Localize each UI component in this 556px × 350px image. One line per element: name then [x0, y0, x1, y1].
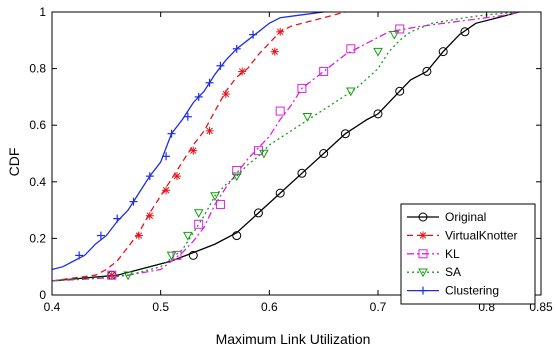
data-point-kl-8 [319, 66, 329, 76]
data-point-clustering-4 [145, 172, 154, 181]
legend-marker [418, 268, 428, 278]
plot-layer [51, 11, 520, 282]
data-point-virtualknotter-2 [145, 211, 154, 220]
data-point-sa-3 [193, 209, 204, 218]
data-point-original-6 [319, 149, 329, 158]
x-tick-label: 0.6 [261, 300, 278, 314]
legend-item-original: Original [407, 210, 486, 224]
series-line-sa [51, 11, 520, 282]
data-point-kl-7 [297, 83, 307, 93]
data-point-sa-7 [302, 113, 313, 122]
series-clustering [51, 11, 324, 271]
legend-item-virtualknotter: VirtualKnotter [407, 228, 518, 242]
data-point-sa-5 [231, 172, 242, 182]
y-tick-label: 0.6 [29, 118, 46, 132]
legend-label: Clustering [445, 284, 499, 298]
legend-item-clustering: Clustering [407, 284, 499, 298]
data-point-virtualknotter-9 [270, 47, 279, 56]
y-axis-label: CDF [6, 148, 22, 177]
data-point-original-7 [340, 129, 350, 139]
data-point-kl-1 [172, 250, 182, 260]
legend-label: KL [445, 247, 460, 261]
data-point-virtualknotter-10 [276, 27, 285, 36]
data-point-original-9 [395, 86, 405, 96]
data-point-original-8 [373, 109, 383, 119]
data-point-kl-4 [232, 165, 242, 175]
legend-marker [419, 231, 427, 240]
legend: Original VirtualKnotter KL SA Clustering [400, 203, 536, 305]
data-point-kl-0 [107, 270, 117, 280]
x-tick-label: 0.4 [44, 300, 61, 314]
data-point-clustering-10 [216, 61, 225, 70]
y-tick-label: 0.2 [29, 231, 46, 245]
series-line-virtualknotter [51, 11, 346, 282]
data-point-clustering-11 [232, 44, 241, 53]
y-tick-label: 0.4 [29, 175, 46, 189]
data-point-original-3 [253, 208, 263, 218]
y-tick-label: 1 [39, 5, 46, 19]
data-point-original-5 [297, 168, 307, 178]
legend-label: Original [445, 210, 486, 224]
legend-marker [418, 249, 428, 259]
data-point-sa-0 [123, 271, 133, 281]
series-line-kl [51, 11, 520, 282]
data-point-kl-3 [215, 199, 225, 209]
series-sa [51, 11, 520, 282]
legend-item-kl: KL [407, 247, 460, 261]
data-point-clustering-12 [249, 30, 258, 39]
data-point-virtualknotter-0 [107, 271, 116, 280]
data-point-virtualknotter-5 [189, 146, 198, 155]
data-point-clustering-2 [113, 214, 122, 223]
data-point-sa-9 [373, 47, 383, 57]
data-point-sa-4 [210, 192, 220, 201]
data-point-sa-8 [345, 87, 356, 97]
legend-label: VirtualKnotter [445, 228, 518, 242]
data-point-original-4 [275, 188, 285, 198]
data-point-sa-10 [389, 30, 400, 40]
data-point-virtualknotter-6 [205, 126, 214, 135]
data-point-original-1 [188, 250, 198, 260]
data-point-original-12 [460, 27, 470, 37]
legend-marker [418, 212, 428, 222]
x-tick-label: 0.7 [370, 300, 387, 314]
data-point-kl-10 [395, 24, 405, 34]
data-point-virtualknotter-4 [172, 172, 181, 181]
legend-label: SA [445, 265, 461, 279]
data-point-original-2 [232, 231, 242, 241]
data-point-virtualknotter-1 [134, 231, 143, 240]
y-tick-label: 0 [39, 288, 46, 302]
data-point-kl-2 [194, 219, 204, 229]
data-point-clustering-9 [205, 78, 214, 87]
y-tick-label: 0.8 [29, 62, 46, 76]
plot-frame [51, 11, 542, 296]
series-kl [51, 11, 520, 282]
data-point-clustering-7 [183, 112, 192, 121]
legend-item-sa: SA [407, 265, 461, 279]
legend-marker [419, 286, 427, 295]
data-point-sa-2 [182, 231, 193, 241]
data-point-clustering-6 [167, 129, 176, 138]
data-point-clustering-1 [96, 231, 105, 240]
data-point-kl-9 [346, 44, 356, 54]
x-axis-label: Maximum Link Utilization [216, 331, 371, 347]
data-point-original-11 [438, 47, 448, 57]
data-point-sa-1 [166, 251, 177, 261]
series-original [51, 11, 520, 282]
series-virtualknotter [51, 11, 346, 282]
data-point-sa-6 [259, 149, 269, 159]
data-point-virtualknotter-8 [238, 67, 247, 76]
data-point-original-10 [422, 66, 432, 76]
data-point-kl-6 [275, 106, 285, 116]
data-point-clustering-0 [75, 251, 84, 260]
x-tick-label: 0.5 [152, 300, 169, 314]
data-point-virtualknotter-3 [162, 186, 171, 195]
data-point-clustering-3 [129, 197, 138, 206]
data-point-clustering-8 [194, 92, 203, 101]
series-line-clustering [51, 11, 324, 271]
data-point-virtualknotter-7 [221, 90, 230, 99]
data-point-clustering-5 [162, 152, 171, 161]
